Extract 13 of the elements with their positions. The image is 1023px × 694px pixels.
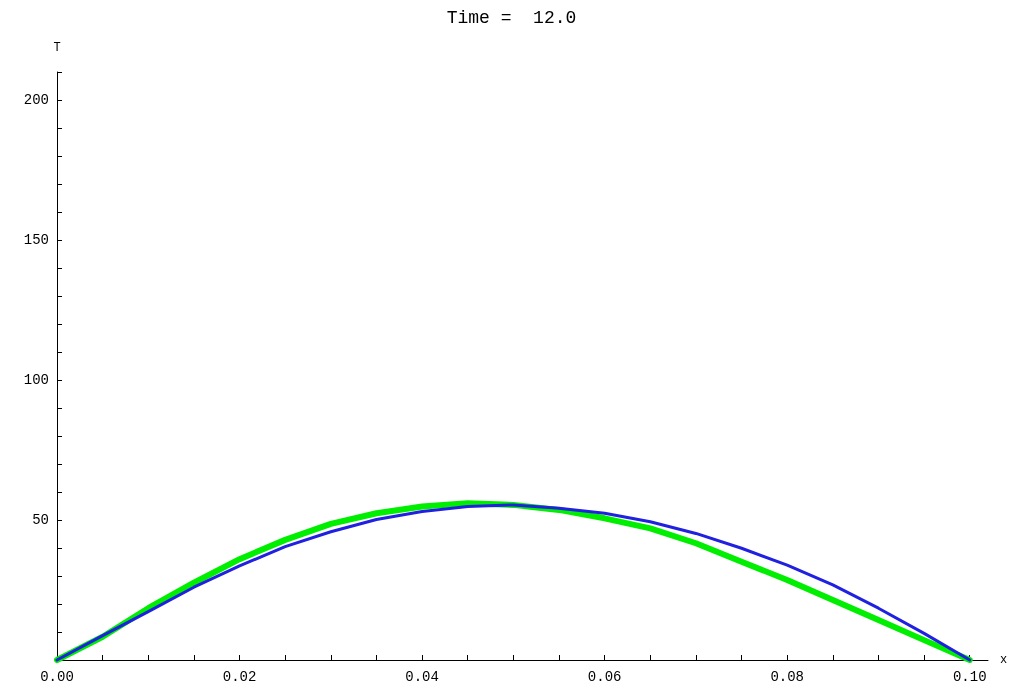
y-tick-label: 100 (23, 372, 49, 388)
y-tick-label: 150 (23, 232, 49, 248)
x-axis-title: x (1000, 653, 1008, 667)
y-axis-title: T (53, 41, 61, 55)
x-tick-label: 0.10 (952, 669, 987, 685)
y-tick-label: 50 (32, 512, 49, 528)
x-tick-label: 0.04 (405, 669, 439, 685)
x-tick-label: 0.02 (222, 669, 257, 685)
x-tick-label: 0.08 (770, 669, 804, 685)
x-tick-label: 0.06 (587, 669, 622, 685)
x-tick-label: 0.00 (40, 669, 74, 685)
y-tick-label: 200 (23, 92, 49, 108)
chart-title: Time = 12.0 (446, 8, 577, 28)
